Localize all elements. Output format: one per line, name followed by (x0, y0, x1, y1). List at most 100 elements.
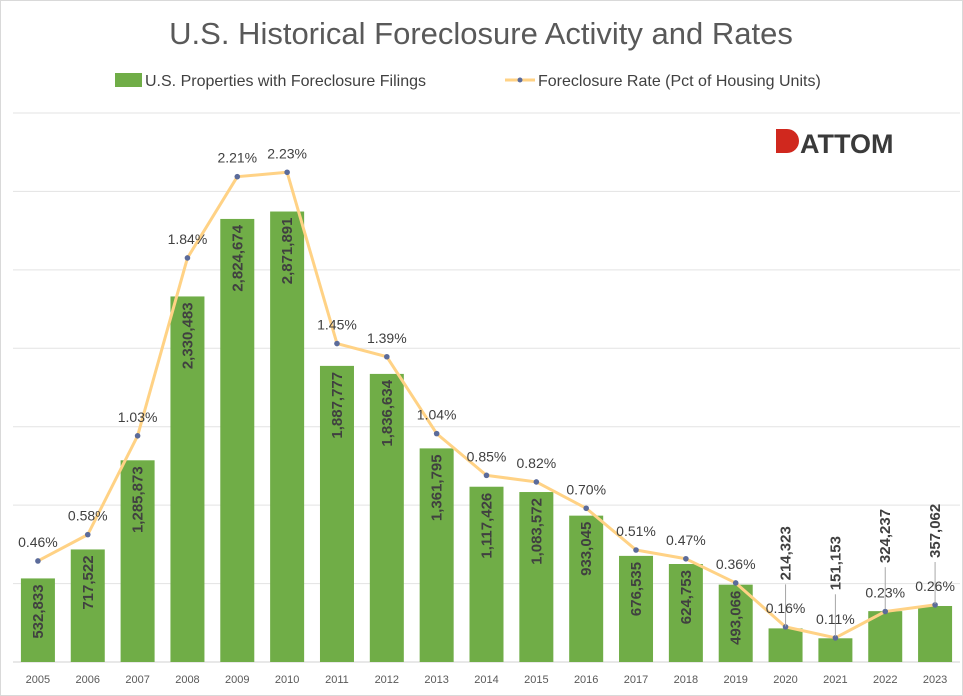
rate-point-2005 (35, 558, 41, 564)
bar-label-2009: 2,824,674 (229, 224, 246, 291)
x-tick-label-2020: 2020 (773, 674, 797, 686)
x-tick-label-2007: 2007 (125, 674, 149, 686)
bar-2006 (70, 549, 105, 662)
x-tick-label-2012: 2012 (375, 674, 399, 686)
rate-point-2011 (334, 340, 340, 347)
bar-label-2015: 1,083,572 (528, 498, 545, 565)
rate-label-2017: 0.51% (616, 523, 656, 539)
x-tick-label-2023: 2023 (923, 674, 947, 686)
bar-2013 (419, 448, 454, 662)
bar-2007 (120, 460, 155, 662)
rate-label-2015: 0.82% (516, 455, 556, 471)
bar-label-2019: 493,066 (728, 591, 745, 645)
rate-label-2018: 0.47% (666, 532, 706, 548)
bar-label-2012: 1,836,634 (379, 379, 396, 446)
rate-point-2015 (533, 479, 540, 485)
chart-title: U.S. Historical Foreclosure Activity and… (169, 16, 793, 51)
rate-label-2016: 0.70% (566, 481, 606, 497)
rate-point-2007 (134, 433, 141, 439)
x-tick-label-2018: 2018 (674, 674, 698, 686)
bar-label-2014: 1,117,426 (479, 493, 496, 559)
bar-label-2020: 214,323 (778, 526, 795, 580)
bars (20, 211, 953, 663)
bar-2012 (369, 373, 404, 662)
rate-label-2008: 1.84% (168, 231, 208, 247)
rate-point-2021 (832, 635, 839, 641)
x-tick-label-2011: 2011 (325, 674, 349, 686)
bar-label-2016: 933,045 (578, 522, 595, 576)
x-tick-label-2008: 2008 (175, 674, 199, 686)
bar-label-2023: 357,062 (927, 504, 944, 558)
rate-label-2012: 1.39% (367, 330, 407, 346)
rate-label-2011: 1.45% (317, 317, 357, 333)
bar-2020 (768, 628, 803, 662)
x-tick-label-2019: 2019 (723, 674, 747, 686)
rate-label-2007: 1.03% (118, 409, 158, 425)
logo-mark-icon (776, 129, 799, 153)
rate-label-2009: 2.21% (217, 150, 257, 166)
legend-bar-swatch (115, 73, 142, 87)
bar-label-2013: 1,361,795 (429, 454, 446, 521)
x-tick-label-2021: 2021 (823, 674, 847, 686)
bar-2011 (319, 365, 354, 662)
rate-point-2019 (732, 580, 739, 586)
rate-point-2016 (583, 505, 589, 512)
bar-label-2007: 1,285,873 (130, 466, 147, 533)
bar-2021 (818, 638, 853, 662)
bar-label-2011: 1,887,777 (329, 372, 346, 439)
bar-label-2021: 151,153 (827, 536, 844, 590)
bar-2018 (668, 564, 703, 662)
legend-bar-label: U.S. Properties with Foreclosure Filings (145, 73, 426, 90)
rate-label-2010: 2.23% (267, 145, 307, 161)
x-tick-label-2022: 2022 (873, 674, 897, 686)
bar-label-2006: 717,522 (80, 555, 97, 609)
rate-point-2013 (433, 430, 440, 437)
rate-point-2018 (683, 555, 689, 562)
rate-label-2013: 1.04% (417, 407, 457, 423)
bar-2010 (270, 211, 305, 662)
x-tick-label-2013: 2013 (424, 674, 448, 686)
x-tick-label-2015: 2015 (524, 674, 548, 686)
attom-logo: ATTOM (776, 129, 894, 159)
bar-2022 (868, 611, 903, 662)
x-tick-label-2016: 2016 (574, 674, 598, 686)
bar-label-2010: 2,871,891 (279, 218, 296, 285)
bar-2008 (170, 296, 205, 662)
rate-point-2023 (932, 602, 938, 608)
x-tick-label-2014: 2014 (474, 674, 498, 686)
x-tick-label-2017: 2017 (624, 674, 648, 686)
legend-line-label: Foreclosure Rate (Pct of Housing Units) (538, 73, 821, 90)
bar-2023 (918, 605, 953, 662)
rate-label-2021: 0.11% (816, 611, 855, 627)
rate-point-2020 (782, 624, 789, 630)
legend: U.S. Properties with Foreclosure Filings… (115, 73, 821, 90)
legend-line-marker (517, 77, 523, 83)
rate-point-2009 (234, 173, 241, 180)
rate-label-2014: 0.85% (467, 448, 507, 464)
logo-text: ATTOM (800, 129, 894, 159)
rate-label-2023: 0.26% (915, 578, 955, 594)
rate-label-2019: 0.36% (716, 556, 756, 572)
bar-2019 (718, 584, 753, 662)
x-tick-label-2006: 2006 (76, 674, 100, 686)
bar-2005 (20, 578, 55, 662)
bar-2014 (469, 486, 504, 662)
rate-point-2006 (84, 531, 91, 538)
rate-point-2010 (284, 169, 290, 176)
bar-label-2022: 324,237 (877, 509, 894, 563)
bar-label-2008: 2,330,483 (179, 302, 196, 369)
rate-point-2012 (384, 353, 390, 360)
rate-label-2022: 0.23% (865, 584, 905, 600)
x-tick-label-2005: 2005 (26, 674, 50, 686)
rate-point-2017 (633, 547, 639, 553)
bar-2015 (519, 492, 554, 662)
bar-2017 (619, 555, 654, 662)
rate-point-2014 (483, 472, 490, 479)
bar-2009 (220, 218, 255, 663)
x-tick-label-2009: 2009 (225, 674, 249, 686)
x-tick-label-2010: 2010 (275, 674, 299, 686)
bar-2016 (569, 515, 604, 662)
bar-label-2005: 532,833 (30, 584, 47, 638)
bar-label-2018: 624,753 (678, 570, 695, 624)
